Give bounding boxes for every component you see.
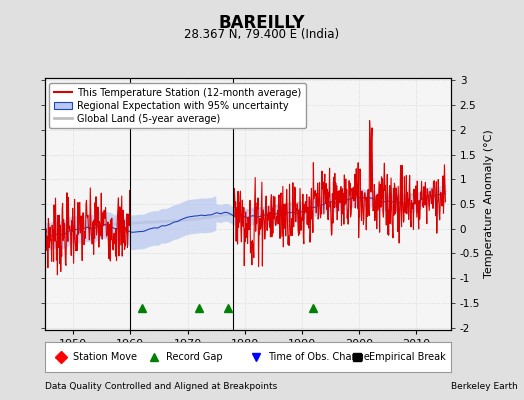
Text: Station Move: Station Move bbox=[73, 352, 137, 362]
Text: Berkeley Earth: Berkeley Earth bbox=[451, 382, 517, 391]
Text: Data Quality Controlled and Aligned at Breakpoints: Data Quality Controlled and Aligned at B… bbox=[45, 382, 277, 391]
Text: Record Gap: Record Gap bbox=[167, 352, 223, 362]
Legend: This Temperature Station (12-month average), Regional Expectation with 95% uncer: This Temperature Station (12-month avera… bbox=[49, 83, 305, 128]
Text: Time of Obs. Change: Time of Obs. Change bbox=[268, 352, 370, 362]
Text: 28.367 N, 79.400 E (India): 28.367 N, 79.400 E (India) bbox=[184, 28, 340, 41]
Text: Empirical Break: Empirical Break bbox=[369, 352, 446, 362]
Y-axis label: Temperature Anomaly (°C): Temperature Anomaly (°C) bbox=[484, 130, 494, 278]
Text: BAREILLY: BAREILLY bbox=[219, 14, 305, 32]
